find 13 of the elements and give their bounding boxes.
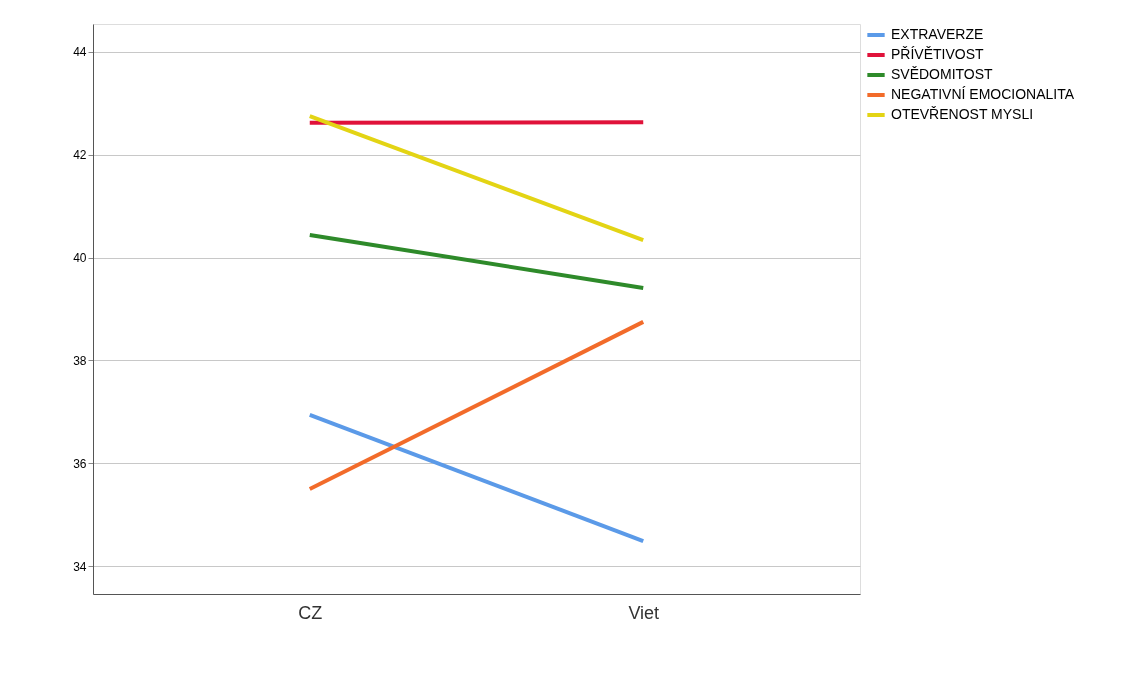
legend-label: EXTRAVERZE [891,26,984,42]
x-tick-label: Viet [628,602,660,623]
y-tick-label: 44 [73,45,87,60]
y-tick-label: 40 [73,251,87,266]
legend-label: PŘÍVĚTIVOST [891,46,985,62]
y-tick-label: 36 [73,456,87,471]
legend-label: SVĚDOMITOST [891,66,994,82]
x-tick-label: CZ [298,602,323,623]
legend-label: NEGATIVNÍ EMOCIONALITA [891,86,1075,102]
y-tick-label: 42 [73,148,87,163]
y-tick-label: 34 [73,559,87,574]
y-tick-label: 38 [73,353,87,368]
legend-label: OTEVŘENOST MYSLI [891,106,1034,122]
